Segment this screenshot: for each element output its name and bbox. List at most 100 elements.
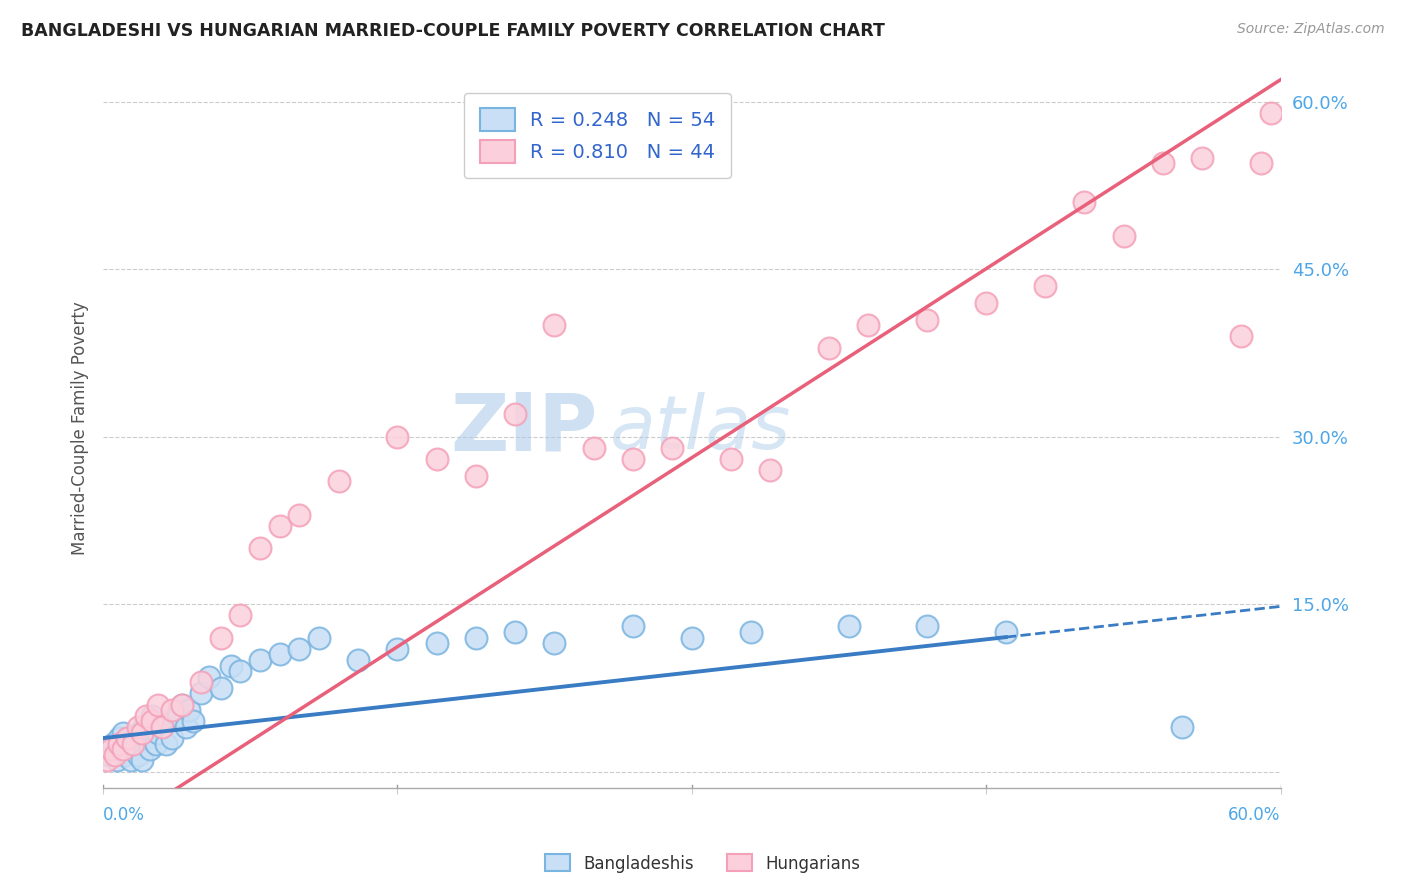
Point xyxy=(543,636,565,650)
Point xyxy=(129,725,152,739)
Point xyxy=(127,720,149,734)
Point xyxy=(1073,195,1095,210)
Text: atlas: atlas xyxy=(609,392,790,465)
Point xyxy=(1260,106,1282,120)
Point xyxy=(160,731,183,745)
Point xyxy=(156,714,179,729)
Point xyxy=(269,519,291,533)
Point xyxy=(141,714,163,729)
Point xyxy=(110,742,132,756)
Point xyxy=(111,725,134,739)
Point xyxy=(1250,156,1272,170)
Point xyxy=(1230,329,1253,343)
Text: 60.0%: 60.0% xyxy=(1229,806,1281,824)
Point xyxy=(209,681,232,695)
Point xyxy=(105,753,128,767)
Point xyxy=(124,731,146,745)
Point xyxy=(543,318,565,333)
Point xyxy=(465,631,488,645)
Point xyxy=(100,742,122,756)
Point xyxy=(1033,279,1056,293)
Point xyxy=(125,737,148,751)
Point xyxy=(179,703,201,717)
Point xyxy=(621,452,644,467)
Point xyxy=(838,619,860,633)
Point xyxy=(96,753,118,767)
Point xyxy=(288,641,311,656)
Point xyxy=(209,631,232,645)
Legend: R = 0.248   N = 54, R = 0.810   N = 44: R = 0.248 N = 54, R = 0.810 N = 44 xyxy=(464,93,731,178)
Point xyxy=(115,737,138,751)
Point xyxy=(120,753,142,767)
Point xyxy=(101,737,124,751)
Point xyxy=(974,296,997,310)
Point xyxy=(308,631,330,645)
Point xyxy=(135,708,157,723)
Point xyxy=(135,731,157,745)
Point xyxy=(114,747,136,762)
Point xyxy=(759,463,782,477)
Point xyxy=(917,619,939,633)
Point xyxy=(681,631,703,645)
Point xyxy=(155,737,177,751)
Point xyxy=(994,625,1017,640)
Point xyxy=(720,452,742,467)
Point xyxy=(198,670,221,684)
Point xyxy=(104,747,127,762)
Point xyxy=(229,608,252,623)
Point xyxy=(174,720,197,734)
Point xyxy=(139,742,162,756)
Point xyxy=(288,508,311,522)
Point xyxy=(858,318,880,333)
Y-axis label: Married-Couple Family Poverty: Married-Couple Family Poverty xyxy=(72,301,89,556)
Point xyxy=(1152,156,1174,170)
Text: Source: ZipAtlas.com: Source: ZipAtlas.com xyxy=(1237,22,1385,37)
Point xyxy=(170,698,193,712)
Point xyxy=(108,737,131,751)
Point xyxy=(249,653,271,667)
Point xyxy=(229,664,252,678)
Point xyxy=(426,452,449,467)
Point xyxy=(127,747,149,762)
Point xyxy=(145,737,167,751)
Point xyxy=(131,753,153,767)
Point xyxy=(146,725,169,739)
Point xyxy=(621,619,644,633)
Point xyxy=(115,731,138,745)
Point xyxy=(190,686,212,700)
Point xyxy=(150,720,173,734)
Point xyxy=(131,725,153,739)
Point xyxy=(108,731,131,745)
Point xyxy=(426,636,449,650)
Point xyxy=(121,742,143,756)
Point xyxy=(503,625,526,640)
Point xyxy=(94,742,117,756)
Point xyxy=(134,720,156,734)
Text: ZIP: ZIP xyxy=(450,390,598,467)
Point xyxy=(117,731,139,745)
Point xyxy=(387,641,409,656)
Point xyxy=(347,653,370,667)
Point xyxy=(1171,720,1194,734)
Point xyxy=(98,747,121,762)
Point xyxy=(582,441,605,455)
Text: 0.0%: 0.0% xyxy=(103,806,145,824)
Point xyxy=(160,703,183,717)
Point xyxy=(170,698,193,712)
Point xyxy=(503,408,526,422)
Point xyxy=(269,648,291,662)
Point xyxy=(917,312,939,326)
Text: BANGLADESHI VS HUNGARIAN MARRIED-COUPLE FAMILY POVERTY CORRELATION CHART: BANGLADESHI VS HUNGARIAN MARRIED-COUPLE … xyxy=(21,22,884,40)
Point xyxy=(328,475,350,489)
Legend: Bangladeshis, Hungarians: Bangladeshis, Hungarians xyxy=(538,847,868,880)
Point xyxy=(150,720,173,734)
Point xyxy=(190,675,212,690)
Point xyxy=(141,708,163,723)
Point xyxy=(166,708,188,723)
Point xyxy=(818,341,841,355)
Point xyxy=(1191,151,1213,165)
Point xyxy=(387,430,409,444)
Point xyxy=(121,737,143,751)
Point xyxy=(465,468,488,483)
Point xyxy=(1112,228,1135,243)
